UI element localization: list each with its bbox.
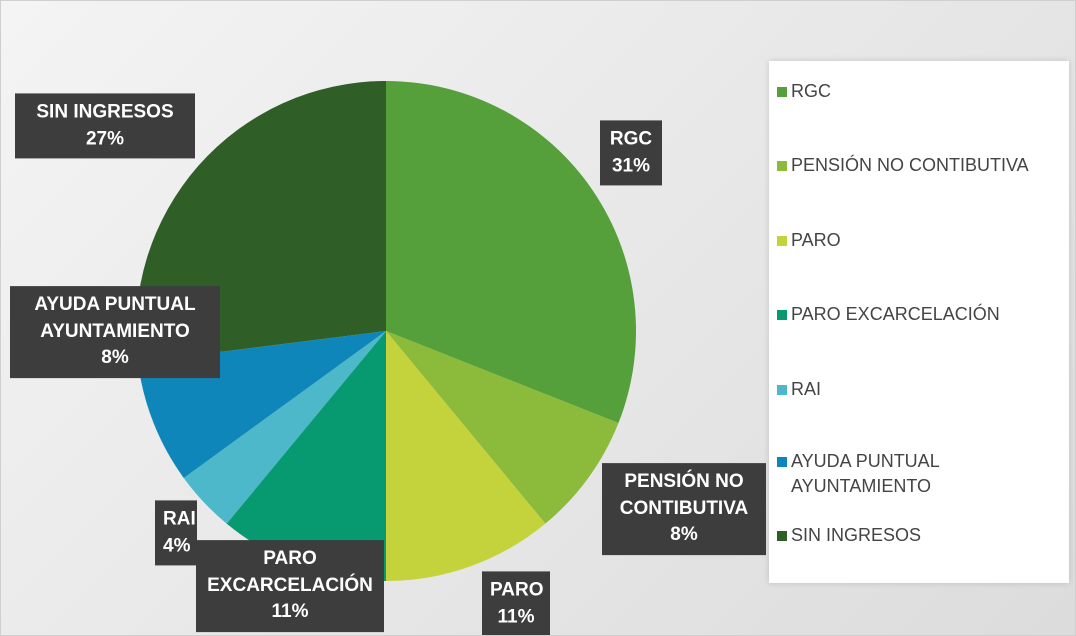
legend-swatch [777,457,787,467]
legend-label: SIN INGRESOS [791,525,922,545]
legend-label: RGC [791,81,831,101]
pie-slice [386,331,546,581]
data-label-value: 27% [85,128,125,149]
data-label: PARO 11% [482,571,550,635]
data-label-name: AYUDA PUNTUAL AYUNTAMIENTO [34,294,196,342]
legend-swatch [777,236,787,246]
data-label-value: 8% [101,347,129,369]
legend-swatch [777,161,787,171]
legend-label: PENSIÓN NO CONTIBUTIVA [791,155,1029,175]
data-label-value: 11% [271,601,309,623]
data-label-name: SIN INGRESOS [36,101,174,123]
data-label-name: RGC [609,128,653,150]
legend-swatch [777,310,787,320]
pie-slice [183,331,386,524]
legend-item: SIN INGRESOS [777,523,1067,548]
legend-label: AYUDA PUNTUAL AYUNTAMIENTO [791,451,940,497]
data-label-name: RAI [163,508,196,530]
data-label: PENSIÓN NO CONTIBUTIVA 8% [602,463,766,555]
data-label-name: PARO [490,579,544,601]
data-label-value: 31% [611,155,651,176]
data-label-value: 11% [497,606,535,627]
legend-item: PARO EXCARCELACIÓN [777,302,1067,327]
legend-swatch [777,531,787,541]
legend-item: PENSIÓN NO CONTIBUTIVA [777,153,1067,178]
legend-item: PARO [777,228,1067,253]
legend-swatch [777,385,787,395]
data-label: RAI 4% [155,500,197,566]
pie-slice [386,81,637,424]
pie-slice [226,331,386,581]
legend-label: RAI [791,379,822,399]
pie-slice [386,331,619,524]
data-label-name: PENSIÓN NO CONTIBUTIVA [619,471,749,519]
legend-swatch [777,87,787,97]
data-label: PARO EXCARCELACIÓN 11% [196,540,384,632]
data-label: SIN INGRESOS 27% [15,93,195,159]
data-label-name: PARO EXCARCELACIÓN [207,548,373,596]
data-label-value: 4% [163,535,191,556]
legend-label: PARO [791,230,841,250]
legend-item: RGC [777,79,1067,104]
data-label: RGC 31% [600,120,662,186]
data-label: AYUDA PUNTUAL AYUNTAMIENTO 8% [10,286,220,378]
legend-label: PARO EXCARCELACIÓN [791,304,1000,324]
data-label-value: 8% [670,524,698,546]
legend-item: AYUDA PUNTUAL AYUNTAMIENTO [777,449,1067,499]
legend-item: RAI [777,377,1067,402]
legend: RGC PENSIÓN NO CONTIBUTIVA PARO PARO EXCARC… [769,61,1069,583]
